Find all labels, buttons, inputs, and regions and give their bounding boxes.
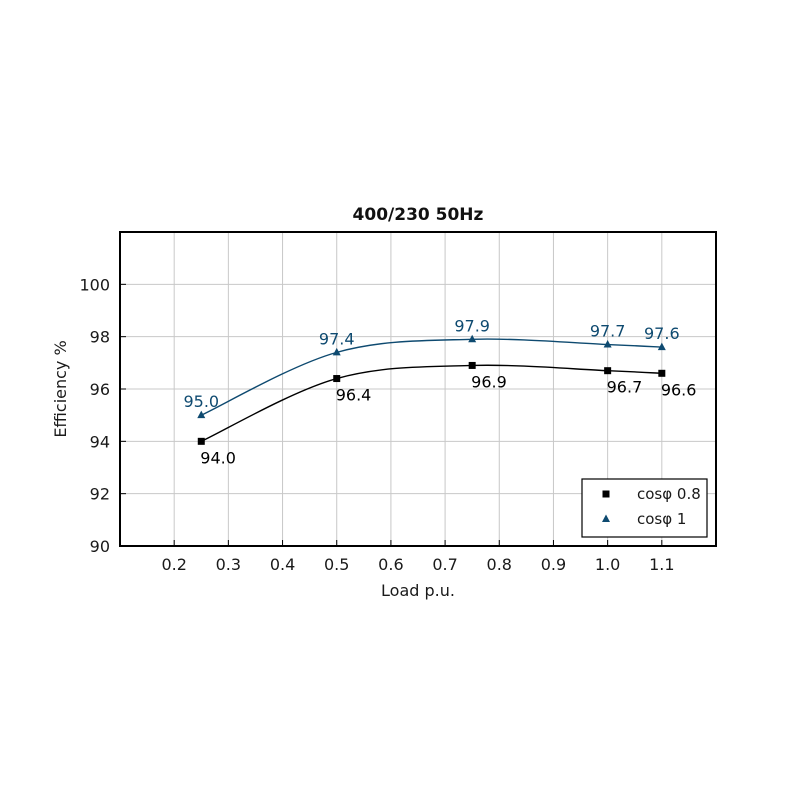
data-label: 97.4: [319, 329, 355, 348]
data-label: 94.0: [200, 448, 236, 467]
legend-marker: [602, 490, 610, 498]
x-tick-label: 1.1: [649, 555, 674, 574]
x-tick-label: 0.8: [487, 555, 512, 574]
x-tick-label: 0.4: [270, 555, 295, 574]
legend-label: cosφ 1: [637, 510, 686, 528]
y-tick-label: 100: [79, 275, 110, 294]
data-point: [468, 334, 477, 343]
legend: cosφ 0.8 cosφ 1: [581, 478, 708, 538]
x-tick-label: 0.6: [378, 555, 403, 574]
data-label: 96.9: [471, 372, 507, 391]
series-cosphi-1: 95.0 97.4 97.9 97.7 97.6: [183, 316, 680, 419]
data-label: 95.0: [183, 392, 219, 411]
legend-marker: [602, 514, 610, 522]
data-label: 97.7: [590, 322, 626, 341]
series-cosphi-0-8: 94.0 96.4 96.9 96.7 96.6: [197, 361, 697, 467]
x-tick-label: 0.2: [161, 555, 186, 574]
data-point: [332, 347, 341, 356]
x-axis-label: Load p.u.: [381, 581, 455, 600]
data-label: 97.6: [644, 324, 680, 343]
data-point: [197, 437, 205, 445]
chart-title: 400/230 50Hz: [353, 205, 484, 225]
data-label: 96.4: [336, 386, 372, 405]
data-label: 96.6: [661, 380, 697, 399]
data-point: [657, 342, 666, 351]
x-tick-label: 1.0: [595, 555, 620, 574]
data-point: [603, 340, 612, 348]
legend-label: cosφ 0.8: [637, 485, 701, 503]
y-tick-label: 94: [90, 432, 110, 451]
y-tick-label: 98: [90, 328, 110, 347]
data-point: [333, 375, 341, 383]
series-line: [200, 364, 662, 442]
data-point: [468, 361, 476, 369]
tick-labels: 0.2 0.3 0.4 0.5 0.6 0.7 0.8 0.9 1.0 1.1 90 92 94 96 98…: [79, 275, 674, 574]
plot-frame: [119, 231, 717, 547]
y-tick-label: 90: [90, 537, 110, 556]
y-axis-label: Efficiency %: [51, 340, 70, 437]
x-tick-label: 0.7: [432, 555, 457, 574]
series-layer: 94.0 96.4 96.9 96.7 96.6 95.0 97.4 97.9 97.7 97.6: [183, 316, 696, 467]
y-tick-label: 92: [90, 485, 110, 504]
data-label: 96.7: [607, 378, 643, 397]
data-point: [658, 369, 666, 377]
data-point: [604, 367, 612, 375]
data-label: 97.9: [454, 316, 490, 335]
x-tick-label: 0.3: [216, 555, 241, 574]
data-point: [197, 410, 206, 419]
y-tick-label: 96: [90, 380, 110, 399]
series-line: [200, 338, 662, 416]
x-tick-label: 0.9: [541, 555, 566, 574]
legend-box: [581, 478, 708, 538]
x-tick-label: 0.5: [324, 555, 349, 574]
